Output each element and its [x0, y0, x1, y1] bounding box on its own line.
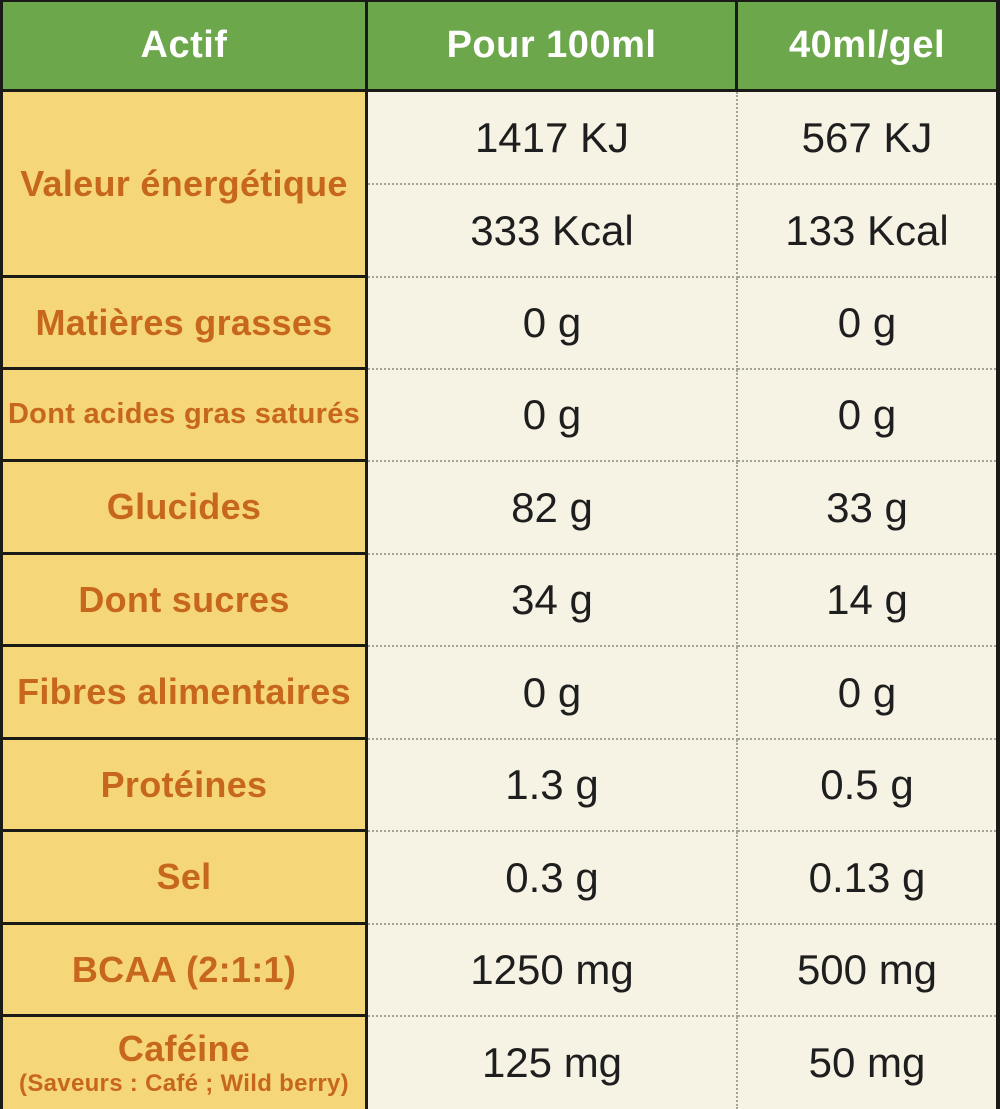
value-per100ml: 1250 mg: [368, 925, 738, 1017]
value-per100ml: 1.3 g: [368, 740, 738, 832]
value-per40ml: 50 mg: [738, 1017, 996, 1109]
value-per40ml: 0.13 g: [738, 832, 996, 925]
value-kj-per100ml: 1417 KJ: [368, 92, 738, 185]
row-label-matieres-grasses: Matières grasses: [3, 278, 368, 370]
header-40ml-gel: 40ml/gel: [738, 2, 996, 92]
header-pour-100ml: Pour 100ml: [368, 2, 738, 92]
row-label-acides-gras-satures: Dont acides gras saturés: [3, 370, 368, 462]
value-per100ml: 0 g: [368, 647, 738, 740]
row-label-dont-sucres: Dont sucres: [3, 555, 368, 647]
value-per40ml: 14 g: [738, 555, 996, 647]
value-per40ml: 0.5 g: [738, 740, 996, 832]
value-kj-per40ml: 567 KJ: [738, 92, 996, 185]
value-per100ml: 0 g: [368, 370, 738, 462]
row-label-cafeine: Caféine (Saveurs : Café ; Wild berry): [3, 1017, 368, 1109]
row-label-valeur-energetique: Valeur énergétique: [3, 92, 368, 278]
header-actif: Actif: [3, 2, 368, 92]
value-per40ml: 0 g: [738, 647, 996, 740]
row-label-proteines: Protéines: [3, 740, 368, 832]
value-per40ml: 0 g: [738, 370, 996, 462]
row-label-bcaa: BCAA (2:1:1): [3, 925, 368, 1017]
value-kcal-per100ml: 333 Kcal: [368, 185, 738, 278]
value-per100ml: 82 g: [368, 462, 738, 555]
value-per100ml: 125 mg: [368, 1017, 738, 1109]
value-kcal-per40ml: 133 Kcal: [738, 185, 996, 278]
value-per100ml: 34 g: [368, 555, 738, 647]
row-label-sel: Sel: [3, 832, 368, 925]
value-per100ml: 0 g: [368, 278, 738, 370]
value-per100ml: 0.3 g: [368, 832, 738, 925]
value-per40ml: 33 g: [738, 462, 996, 555]
cafeine-label-group: Caféine (Saveurs : Café ; Wild berry): [19, 1027, 349, 1098]
value-per40ml: 500 mg: [738, 925, 996, 1017]
row-label-fibres-alimentaires: Fibres alimentaires: [3, 647, 368, 740]
cafeine-flavours-note: (Saveurs : Café ; Wild berry): [19, 1070, 349, 1098]
row-label-glucides: Glucides: [3, 462, 368, 555]
value-per40ml: 0 g: [738, 278, 996, 370]
cafeine-label: Caféine: [117, 1027, 251, 1069]
